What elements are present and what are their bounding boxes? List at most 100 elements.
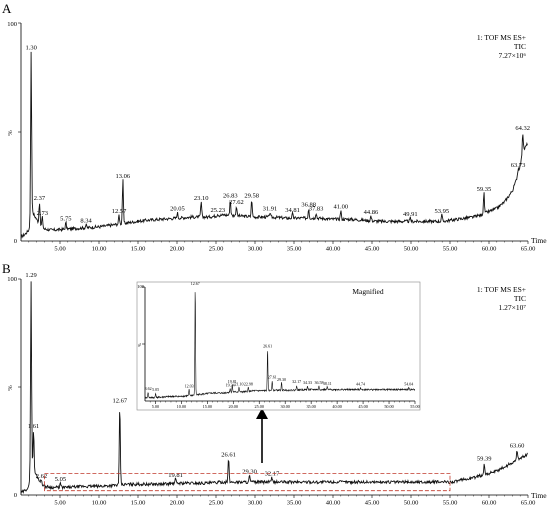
a-peak-label: 64.32 — [515, 125, 530, 132]
panel-a-axes — [18, 22, 528, 242]
panel-a-legend-line-2: TIC — [514, 42, 526, 51]
b-x-tick-label: 60.00 — [482, 500, 497, 507]
b-x-tick-label: 20.00 — [170, 500, 185, 507]
panel-a-y-bottom-label: 0 — [14, 238, 17, 245]
b-peak-label: 1.29 — [25, 272, 36, 279]
a-peak-label: 20.05 — [170, 206, 185, 213]
panel-b-legend-line-2: TIC — [514, 294, 526, 303]
inset-x-tick-label: 45.00 — [358, 404, 367, 409]
a-peak-label: 34.81 — [285, 207, 300, 214]
inset-peak-label: 54.04 — [404, 381, 413, 386]
panel-b-label: B — [2, 261, 11, 276]
inset-peak-label: 12.03 — [185, 384, 194, 389]
inset-y-top-label: 100 — [137, 284, 145, 289]
inset-x-tick-label: 35.00 — [306, 404, 315, 409]
inset-y-mid-label: % — [137, 343, 142, 347]
a-peak-label: 29.58 — [244, 193, 259, 200]
panel-a-x-axis-label: Time — [531, 236, 547, 245]
panel-a-ticks: 5.00 10.00 15.00 20.00 25.00 30.00 35.00 40.00 4… — [28, 241, 536, 253]
b-x-tick-label: 30.00 — [248, 500, 263, 507]
a-x-tick-label: 20.00 — [170, 246, 185, 253]
a-peak-label: 27.62 — [229, 199, 244, 206]
panel-b-x-axis-label: Time — [531, 491, 547, 500]
a-peak-label: 25.23 — [210, 207, 225, 214]
b-x-tick-label: 40.00 — [326, 500, 341, 507]
a-peak-label: 1.30 — [25, 44, 36, 51]
b-x-tick-label: 45.00 — [365, 500, 380, 507]
a-peak-label: 53.95 — [434, 208, 449, 215]
inset-x-tick-label: 15.00 — [203, 404, 212, 409]
b-x-tick-label: 25.00 — [209, 500, 224, 507]
inset-x-tick-label: 10.00 — [177, 404, 186, 409]
a-peak-label: 49.91 — [403, 211, 418, 218]
inset-peak-label: 3.62 — [145, 386, 152, 391]
inset-peak-label: 27.61 — [268, 374, 277, 379]
inset-x-tick-label: 25.00 — [255, 404, 264, 409]
a-peak-label: 12.57 — [112, 208, 127, 215]
a-peak-label: 2.37 — [34, 195, 46, 202]
panel-b-y-top-label: 100 — [7, 276, 17, 283]
inset-peak-label: 19.34 — [226, 382, 235, 387]
a-peak-label: 5.75 — [60, 215, 71, 222]
inset-x-tick-label: 50.00 — [384, 404, 393, 409]
panel-a-label: A — [2, 1, 12, 16]
magnified-inset: Magnified 100 % 5.00 10.00 15.00 20.00 25.00… — [136, 281, 421, 411]
panel-a-y-mid-label: % — [7, 130, 14, 136]
b-peak-label: 5.05 — [55, 476, 66, 483]
inset-title: Magnified — [352, 287, 383, 296]
inset-peak-label: 5.05 — [152, 387, 159, 392]
a-x-tick-label: 30.00 — [248, 246, 263, 253]
b-x-tick-label: 65.00 — [521, 500, 536, 507]
b-peak-label: 26.61 — [221, 451, 236, 458]
b-x-tick-label: 15.00 — [131, 500, 146, 507]
a-peak-label: 2.73 — [37, 210, 48, 217]
b-peak-label: 2.62 — [36, 473, 47, 480]
b-peak-label: 32.17 — [265, 471, 280, 478]
inset-ticks: 5.00 10.00 15.00 20.00 25.00 30.00 35.00 40.00 4… — [149, 401, 420, 409]
inset-peak-label: 19.81 — [228, 379, 237, 384]
inset-peak-label: 26.61 — [263, 344, 272, 349]
a-x-tick-label: 10.00 — [92, 246, 107, 253]
a-peak-label: 31.91 — [263, 206, 278, 213]
panel-b-peak-labels: 1.29 1.61 2.62 5.05 12.67 19.81 26.61 29.30 32.1… — [25, 272, 524, 483]
a-x-tick-label: 5.00 — [54, 246, 65, 253]
b-x-tick-label: 55.00 — [443, 500, 458, 507]
magnify-arrow — [256, 408, 268, 463]
a-peak-label: 8.34 — [80, 218, 92, 225]
inset-x-tick-label: 40.00 — [332, 404, 341, 409]
a-peak-label: 26.83 — [223, 193, 238, 200]
panel-a-peak-labels: 1.30 2.37 2.73 5.75 8.34 12.57 13.06 20.05 23.10… — [25, 44, 530, 224]
panel-a-legend-line-3: 7.27×10⁶ — [499, 51, 527, 60]
panel-b: B 1: TOF MS ES+ TIC 1.27×10⁷ 100 % 0 Tim… — [2, 261, 547, 507]
a-x-tick-label: 60.00 — [482, 246, 497, 253]
b-x-tick-label: 5.00 — [54, 500, 65, 507]
a-peak-label: 41.00 — [333, 203, 348, 210]
inset-x-tick-label: 30.00 — [280, 404, 289, 409]
panel-b-y-bottom-label: 0 — [14, 492, 17, 499]
a-x-tick-label: 15.00 — [131, 246, 146, 253]
inset-peak-label: 36.58 — [314, 380, 323, 385]
inset-x-tick-label: 55.00 — [410, 404, 419, 409]
b-peak-label: 1.61 — [28, 423, 39, 430]
inset-peak-label: 29.30 — [277, 377, 286, 382]
panel-a: A 1: TOF MS ES+ TIC 7.27×10⁶ 100 % 0 Tim… — [2, 1, 547, 253]
b-x-tick-label: 35.00 — [287, 500, 302, 507]
a-peak-label: 59.35 — [477, 186, 492, 193]
panel-b-axes — [18, 278, 528, 496]
inset-peak-label: 32.17 — [292, 379, 301, 384]
b-peak-label: 63.60 — [510, 443, 525, 450]
b-peak-label: 29.30 — [242, 469, 257, 476]
panel-b-trace — [20, 281, 528, 494]
b-peak-label: 12.67 — [113, 397, 128, 404]
b-peak-label: 19.81 — [168, 472, 183, 479]
a-x-tick-label: 40.00 — [326, 246, 341, 253]
panel-b-ticks: 5.00 10.00 15.00 20.00 25.00 30.00 35.00 40.00 4… — [28, 495, 536, 507]
inset-peak-label: 44.74 — [356, 381, 365, 386]
panel-b-legend-line-1: 1: TOF MS ES+ — [477, 285, 526, 294]
a-x-tick-label: 55.00 — [443, 246, 458, 253]
b-x-tick-label: 10.00 — [92, 500, 107, 507]
a-x-tick-label: 65.00 — [521, 246, 536, 253]
panel-a-y-top-label: 100 — [7, 21, 17, 28]
panel-a-trace — [20, 51, 528, 239]
